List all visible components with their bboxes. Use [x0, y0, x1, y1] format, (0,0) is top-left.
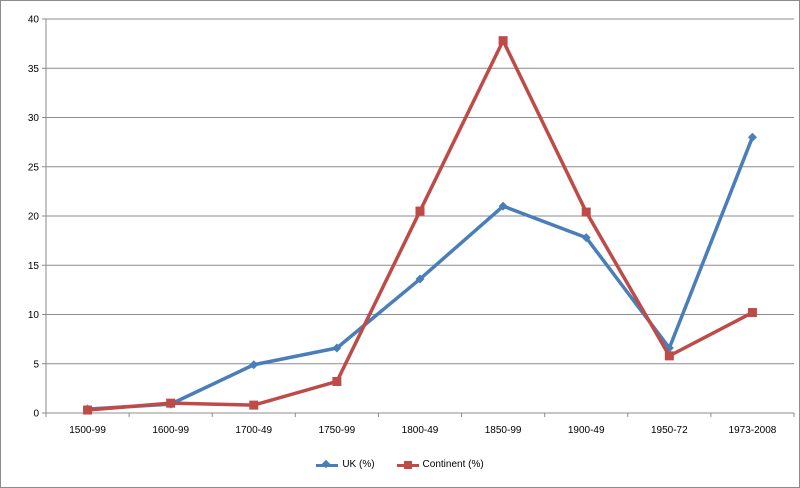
x-tick-label-1500-99: 1500-99 [69, 425, 106, 436]
point-uk-2 [249, 360, 259, 370]
point-uk-8 [747, 132, 757, 142]
point-uk-5 [498, 201, 508, 211]
legend-swatch-uk [316, 459, 339, 470]
gridlines [46, 18, 794, 365]
axes: 0 5 10 15 20 25 30 35 40 1500-99 1600-99 1700-49 175… [28, 15, 795, 436]
legend: UK (%) Continent (%) [1, 459, 799, 470]
point-continent-7 [664, 351, 674, 361]
legend-label-uk: UK (%) [342, 459, 375, 470]
y-tick-label-10: 10 [28, 310, 40, 321]
x-tick-label-1950-72: 1950-72 [651, 425, 688, 436]
point-continent-3 [332, 376, 342, 386]
y-tick-label-5: 5 [33, 359, 39, 370]
point-continent-8 [747, 308, 757, 318]
x-tick-label-1973-2008: 1973-2008 [729, 425, 777, 436]
series-lines [83, 36, 757, 415]
y-tick-label-35: 35 [28, 64, 40, 75]
point-continent-5 [498, 36, 508, 46]
series-line-continent [85, 38, 755, 412]
point-uk-3 [332, 343, 342, 353]
legend-item-uk: UK (%) [316, 459, 375, 470]
point-continent-2 [249, 400, 259, 410]
x-tick-label-1700-49: 1700-49 [235, 425, 272, 436]
y-tick-label-0: 0 [33, 409, 39, 420]
point-continent-6 [581, 207, 591, 217]
y-tick-label-15: 15 [28, 261, 40, 272]
x-tick-label-1850-99: 1850-99 [485, 425, 522, 436]
y-tick-label-25: 25 [28, 162, 40, 173]
x-tick-label-1900-49: 1900-49 [568, 425, 605, 436]
line-chart: 0 5 10 15 20 25 30 35 40 1500-99 1600-99 1700-49 175… [28, 15, 795, 436]
y-tick-label-30: 30 [28, 113, 40, 124]
point-continent-0 [83, 405, 93, 415]
legend-label-continent: Continent (%) [422, 459, 484, 470]
legend-item-continent: Continent (%) [396, 459, 484, 470]
legend-swatch-continent [396, 460, 419, 470]
x-tick-label-1800-49: 1800-49 [402, 425, 439, 436]
point-continent-1 [166, 398, 176, 408]
x-tick-label-1600-99: 1600-99 [152, 425, 189, 436]
x-tick-label-1750-99: 1750-99 [319, 425, 356, 436]
point-continent-4 [415, 206, 425, 216]
y-tick-label-20: 20 [28, 212, 40, 223]
y-tick-label-40: 40 [28, 15, 40, 26]
series-line-uk [85, 135, 755, 411]
point-uk-6 [581, 233, 591, 243]
point-uk-4 [415, 274, 425, 284]
